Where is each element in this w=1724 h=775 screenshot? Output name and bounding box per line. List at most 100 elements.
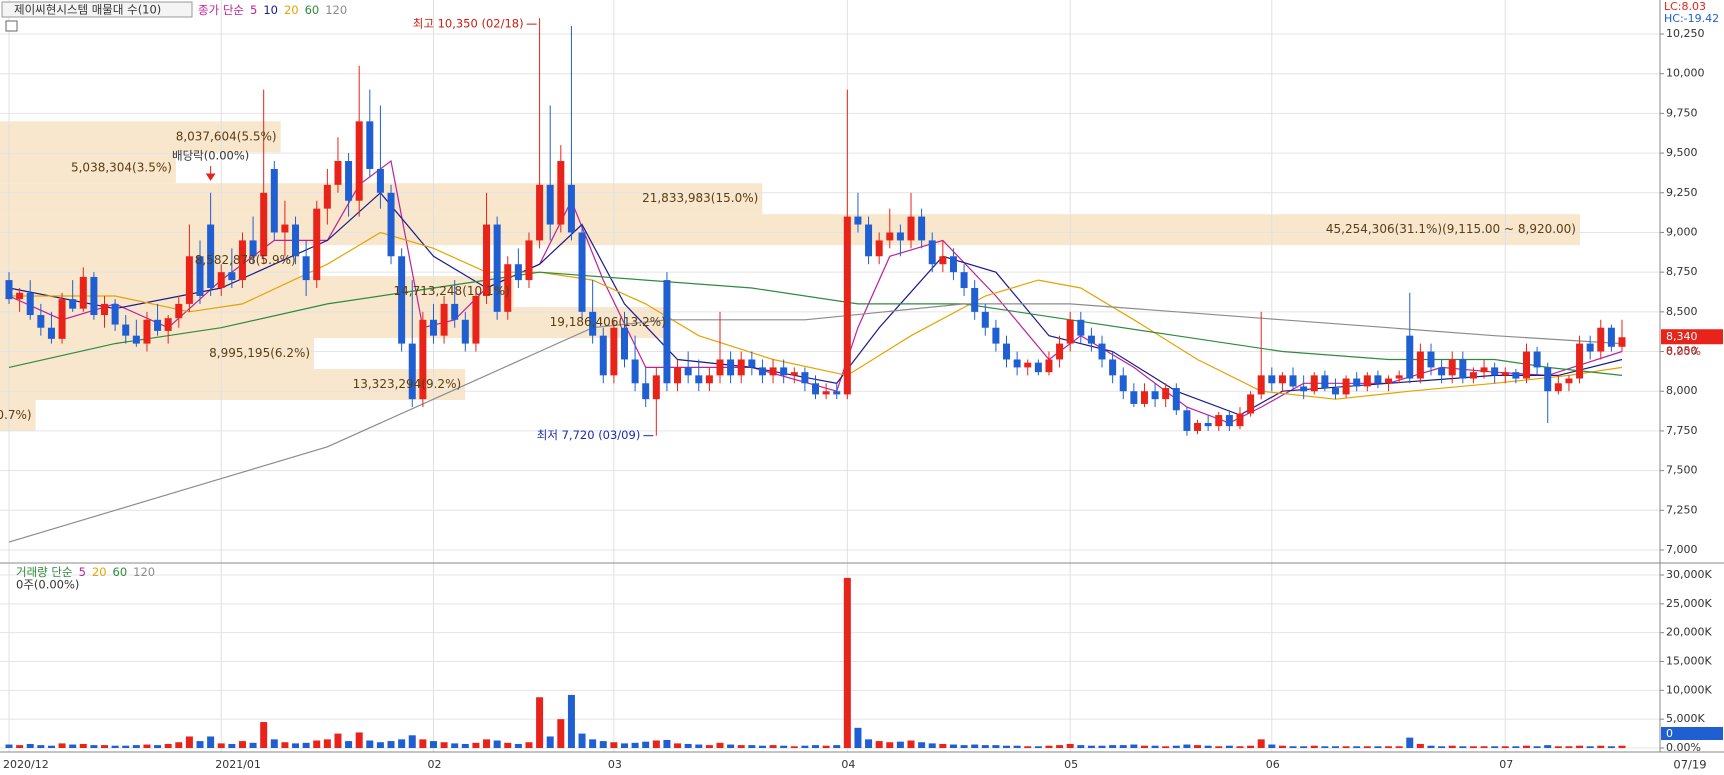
volume-bar — [1045, 745, 1053, 748]
candle-body — [1300, 386, 1308, 392]
candle-body — [822, 391, 830, 395]
volume-bar — [1087, 745, 1095, 748]
candle-body — [1003, 343, 1011, 360]
volume-bar — [154, 745, 162, 748]
candle-body — [939, 256, 947, 265]
candle-body — [1374, 375, 1382, 384]
volume-profile-band — [0, 121, 281, 153]
legend-item: 60 — [305, 3, 320, 17]
volume-bar — [323, 739, 331, 748]
volume-bar — [1056, 745, 1064, 748]
candle-body — [217, 272, 225, 289]
volume-bar — [355, 732, 363, 748]
candle-body — [971, 288, 979, 312]
volume-bar — [1522, 745, 1530, 748]
candle-body — [1480, 367, 1488, 373]
y-tick-label: 7,750 — [1666, 424, 1698, 437]
volume-bar — [26, 743, 34, 748]
volume-info: 0주(0.00%) — [16, 578, 79, 592]
candle-body — [398, 256, 406, 344]
settings-icon[interactable] — [5, 20, 18, 32]
candle-body — [281, 224, 289, 233]
volume-bar — [854, 727, 862, 748]
candle-body — [5, 280, 13, 300]
volume-y-tick-label: 20,000K — [1666, 626, 1712, 639]
volume-bar — [1438, 746, 1446, 748]
volume-bar — [1034, 746, 1042, 748]
candle-body — [196, 256, 204, 296]
volume-y-tick-label: 5,000K — [1666, 712, 1705, 725]
candle-body — [1416, 351, 1424, 379]
candle-body — [345, 161, 353, 201]
candle-body — [111, 303, 119, 325]
y-tick-label: 8,000 — [1666, 384, 1698, 397]
candle-body — [1565, 378, 1573, 384]
volume-bar — [292, 743, 300, 748]
candle-body — [440, 303, 448, 336]
volume-bar — [1385, 746, 1393, 748]
candle-body — [1215, 415, 1223, 427]
candle-body — [536, 184, 544, 241]
candle-body — [376, 168, 384, 193]
volume-bar — [1512, 746, 1520, 748]
volume-bar — [1172, 745, 1180, 748]
candle-body — [185, 256, 193, 304]
y-tick-label: 8,500 — [1666, 305, 1698, 318]
candle-body — [1151, 391, 1159, 400]
candle-body — [886, 232, 894, 241]
volume-bar — [451, 743, 459, 748]
volume-bar — [366, 740, 374, 748]
candle-body — [143, 319, 151, 344]
candle-body — [164, 318, 172, 331]
candle-body — [132, 335, 140, 344]
x-tick-label: 02 — [427, 758, 441, 771]
volume-bar — [589, 739, 597, 748]
volume-bar — [674, 743, 682, 748]
volume-bar — [132, 745, 140, 748]
candle-body — [366, 121, 374, 169]
candle-body — [992, 327, 1000, 344]
volume-bar — [249, 742, 257, 748]
candle-body — [69, 299, 77, 309]
candle-body — [355, 121, 363, 201]
candle-body — [302, 256, 310, 281]
candle-body — [504, 264, 512, 312]
volume-bar — [493, 740, 501, 748]
candle-body — [525, 240, 533, 281]
legend-item: 20 — [284, 3, 299, 17]
candle-body — [907, 216, 915, 241]
candle-body — [101, 303, 109, 316]
candle-body — [567, 184, 575, 233]
volume-bar — [907, 740, 915, 748]
legend-item: 5 — [79, 565, 86, 579]
volume-bar — [748, 745, 756, 748]
volume-bar — [1300, 746, 1308, 748]
candle-body — [642, 383, 650, 400]
volume-bar — [812, 745, 819, 748]
volume-bar — [334, 733, 342, 748]
volume-bar — [101, 745, 109, 748]
volume-bar — [1247, 745, 1255, 748]
candle-body — [514, 264, 522, 281]
volume-bar — [536, 697, 544, 748]
legend-item: 60 — [113, 565, 128, 579]
y-tick-label: 9,500 — [1666, 146, 1698, 159]
volume-bar — [1416, 743, 1424, 748]
y-tick-label: 10,000 — [1666, 67, 1705, 80]
volume-bar — [1225, 745, 1233, 748]
volume-bar — [79, 743, 87, 748]
candle-body — [1289, 375, 1297, 387]
candle-body — [207, 224, 215, 289]
volume-bar — [716, 742, 724, 748]
candle-body — [960, 272, 968, 289]
candle-body — [483, 224, 491, 296]
volume-bar — [1194, 745, 1202, 748]
candle-body — [260, 192, 268, 257]
current-price-box — [1661, 329, 1723, 345]
volume-bar — [875, 741, 883, 748]
candle-body — [1045, 359, 1053, 373]
legend-item: 120 — [133, 565, 155, 579]
candle-body — [292, 224, 300, 257]
volume-bar — [122, 745, 130, 748]
moving-average-line — [8, 271, 1623, 376]
